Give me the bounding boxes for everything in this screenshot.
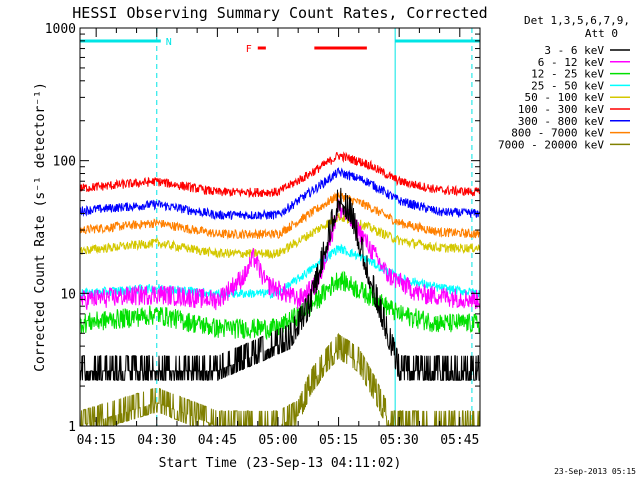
plot-frame: [79, 27, 481, 427]
series-line-7: [79, 191, 480, 240]
x-axis-label: Start Time (23-Sep-13 04:11:02): [159, 456, 402, 471]
y-tick-label: 1000: [45, 22, 76, 37]
legend-item-label: 300 - 800 keV: [518, 115, 604, 128]
x-tick-label: 05:15: [319, 433, 358, 448]
y-tick-label: 10: [60, 287, 76, 302]
series-line-4: [79, 212, 480, 260]
legend-item-label: 800 - 7000 keV: [511, 127, 604, 140]
chart-title: HESSI Observing Summary Count Rates, Cor…: [72, 4, 487, 22]
x-tick-label: 04:15: [77, 433, 116, 448]
flag-label-n: N: [166, 37, 172, 48]
legend-header-1: Det 1,3,5,6,7,9,: [524, 14, 630, 27]
series-line-6: [79, 167, 480, 221]
series-line-2: [79, 270, 480, 341]
series-line-5: [79, 151, 480, 199]
legend-item-label: 12 - 25 keV: [531, 68, 604, 81]
legend-header-2: Att 0: [585, 27, 618, 40]
x-tick-label: 05:45: [440, 433, 479, 448]
y-axis-label: Corrected Count Rate (s⁻¹ detector⁻¹): [33, 82, 48, 372]
x-tick-label: 04:45: [198, 433, 237, 448]
legend-item-label: 50 - 100 keV: [525, 91, 605, 104]
legend-item-label: 3 - 6 keV: [544, 44, 604, 57]
legend-item-label: 100 - 300 keV: [518, 103, 604, 116]
x-tick-label: 05:30: [380, 433, 419, 448]
y-tick-label: 1: [68, 420, 76, 435]
legend-item-label: 6 - 12 keV: [538, 56, 605, 69]
series-line-0: [79, 187, 480, 381]
x-tick-label: 04:30: [137, 433, 176, 448]
legend-item-label: 7000 - 20000 keV: [498, 138, 604, 151]
flag-label-f: F: [246, 44, 252, 55]
footer-timestamp: 23-Sep-2013 05:15: [554, 467, 636, 476]
x-tick-label: 05:00: [258, 433, 297, 448]
series-line-1: [79, 199, 480, 311]
y-tick-label: 100: [53, 155, 76, 170]
legend-item-label: 25 - 50 keV: [531, 79, 604, 92]
